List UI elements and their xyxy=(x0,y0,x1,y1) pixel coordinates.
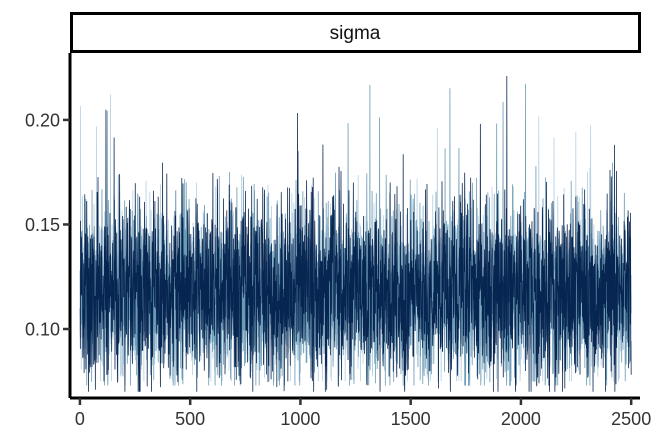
y-tick-label: 0.20 xyxy=(25,110,60,130)
x-tick-label: 500 xyxy=(175,409,205,429)
x-tick-label: 2000 xyxy=(501,409,541,429)
x-tick-label: 1500 xyxy=(391,409,431,429)
x-tick-label: 2500 xyxy=(611,409,651,429)
y-tick-label: 0.15 xyxy=(25,215,60,235)
x-tick-label: 1000 xyxy=(280,409,320,429)
trace-series-4 xyxy=(79,76,632,392)
facet-strip-label: sigma xyxy=(330,23,381,44)
trace-series-group xyxy=(79,76,632,392)
x-tick-label: 0 xyxy=(75,409,85,429)
facet-strip xyxy=(70,12,641,53)
y-axis-ticks: 0.10 0.15 0.20 xyxy=(25,110,70,340)
x-axis-ticks: 0 500 1000 1500 2000 2500 xyxy=(75,398,651,429)
y-tick-label: 0.10 xyxy=(25,320,60,340)
